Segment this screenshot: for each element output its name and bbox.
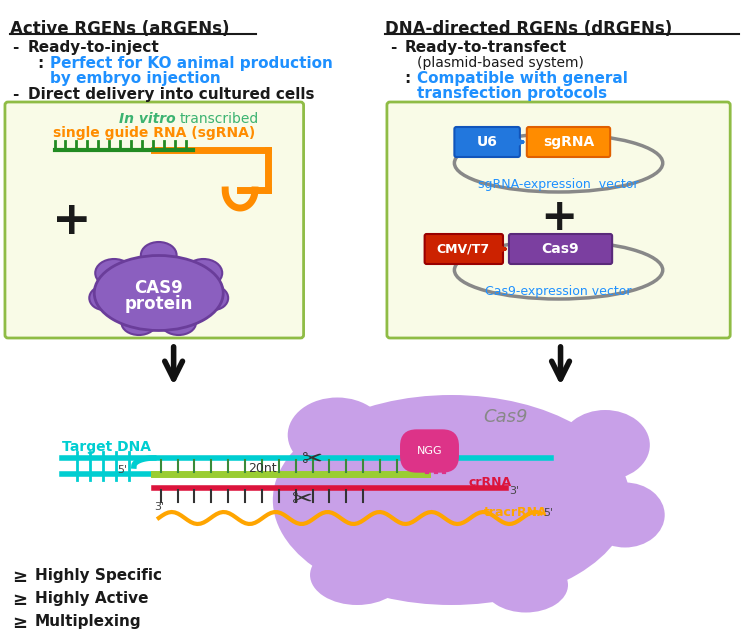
Text: tracrRNA: tracrRNA [484, 507, 547, 519]
Text: protein: protein [125, 295, 193, 313]
FancyBboxPatch shape [526, 127, 610, 157]
Ellipse shape [94, 256, 223, 331]
Text: (plasmid-based system): (plasmid-based system) [417, 56, 584, 70]
Ellipse shape [560, 410, 650, 480]
Text: Compatible with general: Compatible with general [417, 71, 628, 86]
Text: by embryo injection: by embryo injection [50, 71, 220, 86]
FancyBboxPatch shape [454, 127, 520, 157]
Text: Highly Specific: Highly Specific [35, 568, 161, 583]
Ellipse shape [141, 242, 176, 268]
Text: -: - [390, 40, 397, 55]
FancyBboxPatch shape [509, 234, 612, 264]
FancyBboxPatch shape [5, 102, 303, 338]
Text: Highly Active: Highly Active [35, 591, 148, 606]
Ellipse shape [95, 259, 133, 287]
Ellipse shape [198, 286, 228, 310]
Text: Cas9: Cas9 [541, 242, 579, 256]
Text: CMV/T7: CMV/T7 [437, 243, 490, 256]
Text: -: - [12, 87, 18, 102]
Text: transcribed: transcribed [179, 112, 259, 126]
Ellipse shape [288, 397, 387, 473]
Text: 20nt: 20nt [249, 462, 277, 474]
Text: DNA-directed RGENs (dRGENs): DNA-directed RGENs (dRGENs) [385, 20, 672, 38]
Text: 3': 3' [154, 502, 164, 512]
Text: 5': 5' [544, 508, 553, 518]
Text: 5': 5' [117, 465, 127, 475]
Text: :: : [38, 56, 50, 71]
Text: single guide RNA (sgRNA): single guide RNA (sgRNA) [53, 126, 255, 140]
Text: Active RGENs (aRGENs): Active RGENs (aRGENs) [10, 20, 229, 38]
Text: ≥: ≥ [12, 568, 27, 586]
Text: ≥: ≥ [12, 591, 27, 609]
Ellipse shape [185, 259, 222, 287]
Text: transfection protocols: transfection protocols [417, 86, 607, 101]
Text: In vitro: In vitro [119, 112, 176, 126]
Text: ≥: ≥ [12, 614, 27, 632]
Ellipse shape [273, 395, 630, 605]
Ellipse shape [161, 311, 196, 335]
Text: Cas9-expression vector: Cas9-expression vector [485, 285, 632, 298]
FancyBboxPatch shape [424, 234, 503, 264]
Text: sgRNA-expression  vector: sgRNA-expression vector [478, 178, 639, 191]
Text: Multiplexing: Multiplexing [35, 614, 141, 629]
Text: Perfect for KO animal production: Perfect for KO animal production [50, 56, 333, 71]
Text: +: + [540, 196, 578, 239]
Text: crRNA: crRNA [469, 476, 511, 489]
Ellipse shape [122, 311, 156, 335]
Ellipse shape [484, 557, 568, 612]
Text: sgRNA: sgRNA [543, 135, 594, 149]
Text: Target DNA: Target DNA [62, 440, 150, 454]
Text: Cas9: Cas9 [484, 408, 528, 426]
Text: ✂: ✂ [302, 448, 323, 472]
Text: Ready-to-inject: Ready-to-inject [28, 40, 159, 55]
Text: CAS9: CAS9 [134, 279, 183, 297]
Text: U6: U6 [477, 135, 498, 149]
Ellipse shape [310, 545, 404, 605]
Text: :: : [405, 71, 416, 86]
Text: NGG: NGG [417, 446, 442, 456]
Text: -: - [12, 40, 18, 55]
Text: +: + [52, 200, 91, 245]
Text: 3': 3' [509, 486, 519, 496]
Text: Direct delivery into cultured cells: Direct delivery into cultured cells [28, 87, 314, 102]
Ellipse shape [585, 483, 665, 548]
Text: Ready-to-transfect: Ready-to-transfect [405, 40, 567, 55]
FancyBboxPatch shape [387, 102, 730, 338]
Text: ✂: ✂ [292, 488, 313, 512]
Ellipse shape [89, 286, 119, 310]
